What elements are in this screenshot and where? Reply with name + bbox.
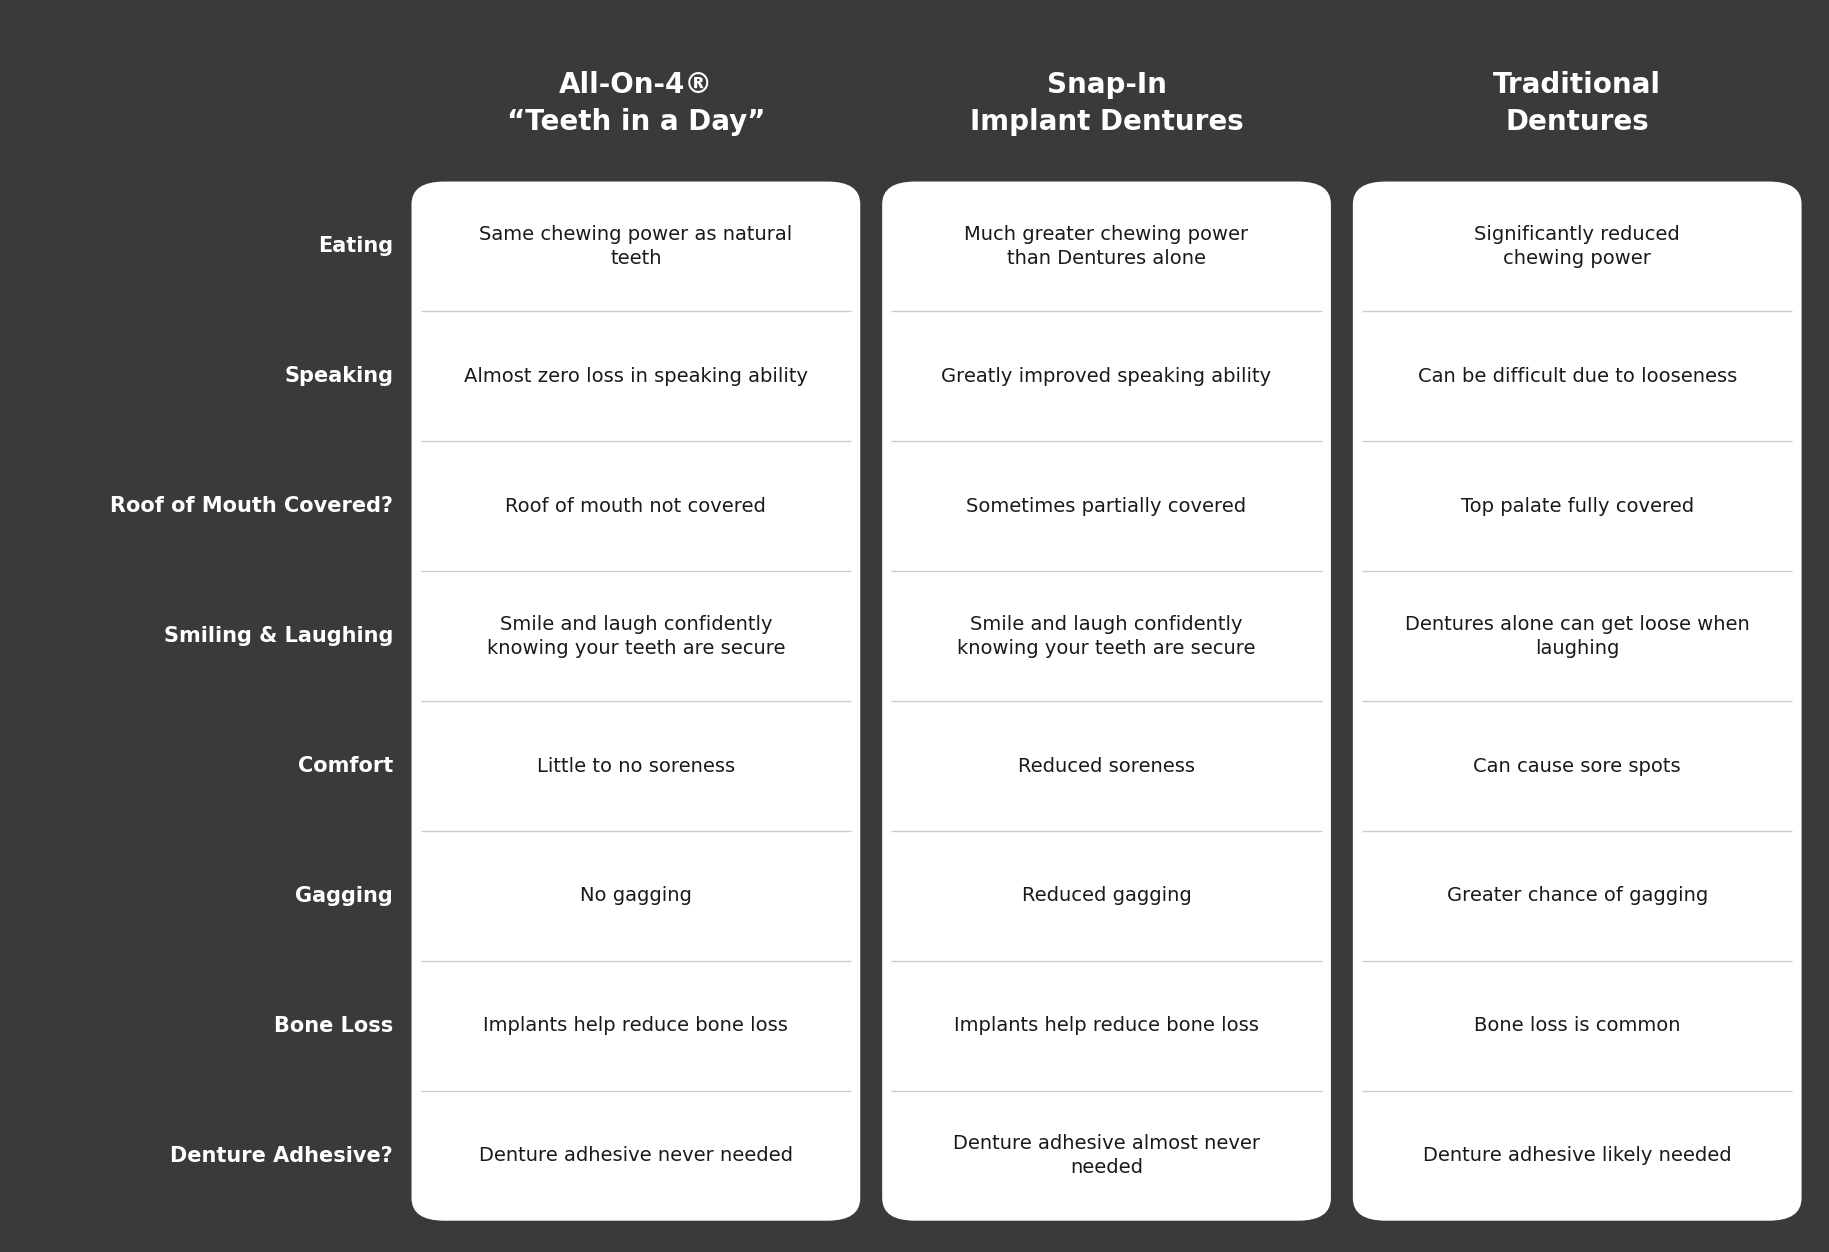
Text: Bone Loss: Bone Loss [274, 1015, 393, 1035]
Text: Gagging: Gagging [296, 886, 393, 906]
Text: Implants help reduce bone loss: Implants help reduce bone loss [483, 1017, 788, 1035]
Text: Bone loss is common: Bone loss is common [1474, 1017, 1681, 1035]
Text: Traditional
Dentures: Traditional Dentures [1492, 71, 1661, 135]
Text: Same chewing power as natural
teeth: Same chewing power as natural teeth [479, 225, 792, 268]
Text: Greatly improved speaking ability: Greatly improved speaking ability [942, 367, 1271, 386]
Text: Denture Adhesive?: Denture Adhesive? [170, 1146, 393, 1166]
Text: Speaking: Speaking [283, 367, 393, 387]
Text: Denture adhesive almost never
needed: Denture adhesive almost never needed [953, 1134, 1260, 1177]
Text: Smile and laugh confidently
knowing your teeth are secure: Smile and laugh confidently knowing your… [957, 615, 1257, 657]
Text: Reduced soreness: Reduced soreness [1019, 756, 1194, 775]
Text: Much greater chewing power
than Dentures alone: Much greater chewing power than Dentures… [964, 225, 1249, 268]
Text: Denture adhesive likely needed: Denture adhesive likely needed [1423, 1147, 1732, 1166]
FancyBboxPatch shape [882, 182, 1332, 1221]
Text: Smiling & Laughing: Smiling & Laughing [165, 626, 393, 646]
Text: Roof of Mouth Covered?: Roof of Mouth Covered? [110, 496, 393, 516]
FancyBboxPatch shape [1353, 182, 1802, 1221]
Text: Comfort: Comfort [298, 756, 393, 776]
Text: Sometimes partially covered: Sometimes partially covered [966, 497, 1247, 516]
Text: Can cause sore spots: Can cause sore spots [1474, 756, 1681, 775]
Text: All-On-4®
“Teeth in a Day”: All-On-4® “Teeth in a Day” [507, 71, 765, 135]
Text: Almost zero loss in speaking ability: Almost zero loss in speaking ability [465, 367, 808, 386]
Text: Roof of mouth not covered: Roof of mouth not covered [505, 497, 766, 516]
Text: Dentures alone can get loose when
laughing: Dentures alone can get loose when laughi… [1405, 615, 1750, 657]
Text: Implants help reduce bone loss: Implants help reduce bone loss [955, 1017, 1258, 1035]
Text: Smile and laugh confidently
knowing your teeth are secure: Smile and laugh confidently knowing your… [487, 615, 785, 657]
Text: Little to no soreness: Little to no soreness [538, 756, 735, 775]
Text: Snap-In
Implant Dentures: Snap-In Implant Dentures [969, 71, 1244, 135]
FancyBboxPatch shape [412, 182, 860, 1221]
Text: Can be difficult due to looseness: Can be difficult due to looseness [1417, 367, 1738, 386]
Text: No gagging: No gagging [580, 886, 691, 905]
Text: Top palate fully covered: Top palate fully covered [1461, 497, 1694, 516]
Text: Greater chance of gagging: Greater chance of gagging [1447, 886, 1708, 905]
Text: Denture adhesive never needed: Denture adhesive never needed [479, 1147, 794, 1166]
Text: Significantly reduced
chewing power: Significantly reduced chewing power [1474, 225, 1681, 268]
Text: Reduced gagging: Reduced gagging [1022, 886, 1191, 905]
Text: Eating: Eating [318, 237, 393, 257]
